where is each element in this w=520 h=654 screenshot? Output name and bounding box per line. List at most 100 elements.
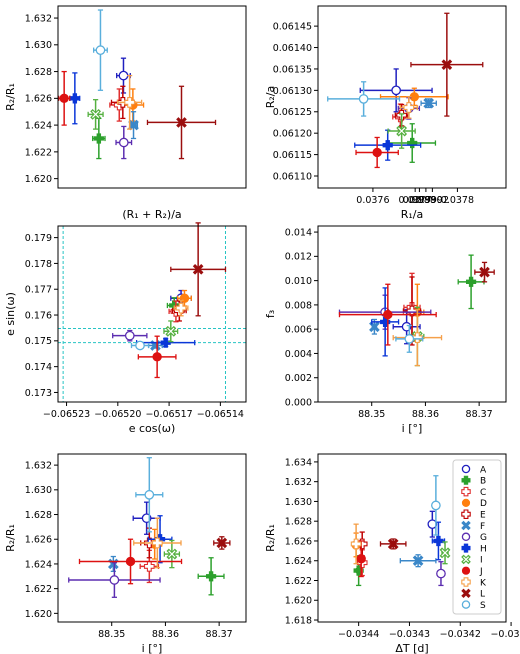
data-point-S: [327, 81, 401, 117]
data-point-L: [379, 538, 407, 550]
y-tick-label: 1.618: [285, 615, 312, 626]
y-tick-label: 0.06110: [273, 171, 312, 182]
data-point-K: [350, 523, 362, 565]
data-point-D: [176, 289, 192, 307]
marker-S: [358, 94, 369, 104]
data-point-J: [57, 70, 71, 126]
plot-frame: [57, 453, 247, 623]
y-tick-label: 1.622: [285, 576, 312, 587]
marker-C: [143, 561, 155, 572]
data-point-L: [213, 536, 231, 550]
marker-I-inner: [398, 127, 406, 135]
marker-S: [144, 489, 155, 500]
y-tick-label: 0.06115: [273, 150, 312, 161]
legend-marker-A: [461, 464, 471, 474]
legend-label-F: F: [480, 522, 485, 532]
legend-marker-K: [461, 577, 471, 587]
marker-J: [383, 309, 393, 320]
marker-I-inner: [91, 110, 100, 119]
y-tick-label: 1.624: [25, 121, 52, 132]
data-point-J: [137, 335, 177, 379]
plot-frame: [317, 453, 507, 623]
data-point-G: [436, 561, 446, 587]
y-tick-label: 1.630: [285, 497, 312, 508]
marker-S: [404, 334, 415, 344]
data-point-B: [197, 557, 225, 596]
panel-3: −0.06523 −0.06520 −0.06517 −0.06514 0.173 0.1…: [4, 222, 247, 435]
x-axis-label: i [°]: [142, 642, 163, 654]
y-tick-label: 1.620: [25, 609, 52, 620]
legend-marker-G: [461, 532, 471, 542]
data-point-S: [130, 340, 150, 351]
y-tick-label: 1.634: [285, 457, 312, 468]
x-tick-label: −0.06523: [43, 409, 90, 420]
y-tick-label: 0.006: [285, 325, 312, 336]
data-point-F: [399, 554, 437, 568]
legend-marker-B: [461, 475, 471, 485]
marker-K: [403, 102, 415, 113]
x-tick-label: −0.0342: [440, 629, 481, 640]
data-point-K: [399, 96, 418, 119]
legend-item-J: J: [461, 566, 483, 577]
data-point-G: [115, 125, 133, 160]
x-tick-label: 0.0378: [441, 195, 474, 206]
y-tick-label: 0.06130: [273, 86, 312, 97]
y-tick-label: 1.628: [25, 67, 52, 78]
x-tick-label: 88.35: [358, 409, 385, 420]
x-tick-label: −0.06520: [94, 409, 141, 420]
x-tick-label: 88.36: [152, 629, 179, 640]
legend-label-H: H: [480, 544, 487, 554]
legend-item-I: I: [461, 554, 483, 566]
x-tick-label: 88.35: [98, 629, 125, 640]
x-tick-label: −0.06514: [197, 409, 244, 420]
x-axis-label: (R₁ + R₂)/a: [122, 208, 181, 221]
legend-item-G: G: [461, 532, 487, 543]
legend-item-A: A: [461, 464, 487, 475]
data-point-H: [354, 129, 422, 161]
data-point-H: [69, 72, 81, 125]
legend-item-D: D: [461, 498, 487, 509]
marker-H: [433, 535, 444, 547]
marker-J: [356, 554, 366, 564]
marker-K: [152, 537, 163, 549]
y-tick-label: 1.626: [25, 94, 52, 105]
legend-item-E: E: [461, 509, 486, 521]
legend-marker-C: [461, 486, 471, 497]
x-tick-label: −0.06517: [145, 409, 192, 420]
data-point-A: [359, 68, 433, 113]
data-point-J: [338, 283, 437, 346]
marker-S: [135, 340, 145, 351]
x-axis-label: R₁/a: [401, 208, 424, 221]
y-tick-label: 1.632: [25, 13, 52, 24]
y-tick-label: 1.626: [285, 536, 312, 547]
x-axis-label: e cos(ω): [129, 422, 176, 435]
legend-marker-H: [461, 543, 471, 553]
legend-marker-I-inner: [462, 556, 470, 563]
marker-L: [216, 537, 228, 549]
y-axis-label: R₂/R₁: [264, 524, 277, 552]
marker-L: [192, 264, 204, 275]
marker-F: [423, 97, 435, 109]
x-tick-label: 88.36: [412, 409, 439, 420]
marker-B: [465, 276, 477, 287]
plot-frame: [317, 225, 507, 403]
y-tick-label: 0.012: [285, 252, 312, 263]
y-tick-label: 0.06145: [273, 22, 312, 33]
y-tick-label: 0.014: [285, 227, 312, 238]
data-point-K: [392, 309, 443, 367]
y-tick-label: 1.630: [25, 40, 52, 51]
y-tick-label: 1.622: [25, 584, 52, 595]
marker-F: [128, 119, 139, 131]
legend-item-K: K: [461, 577, 487, 588]
marker-L: [387, 538, 399, 550]
y-axis-label: R₂/a: [264, 86, 277, 109]
y-tick-label: 0.175: [25, 336, 52, 347]
data-point-F: [107, 555, 119, 573]
marker-L: [441, 59, 453, 70]
marker-A: [391, 85, 402, 96]
marker-J: [59, 93, 69, 104]
legend-marker-D: [461, 498, 471, 507]
marker-I-inner: [441, 549, 449, 557]
panel-6: −0.0344 −0.0343 −0.0342 −0.0341 1.618 1.620 1.…: [264, 453, 520, 654]
